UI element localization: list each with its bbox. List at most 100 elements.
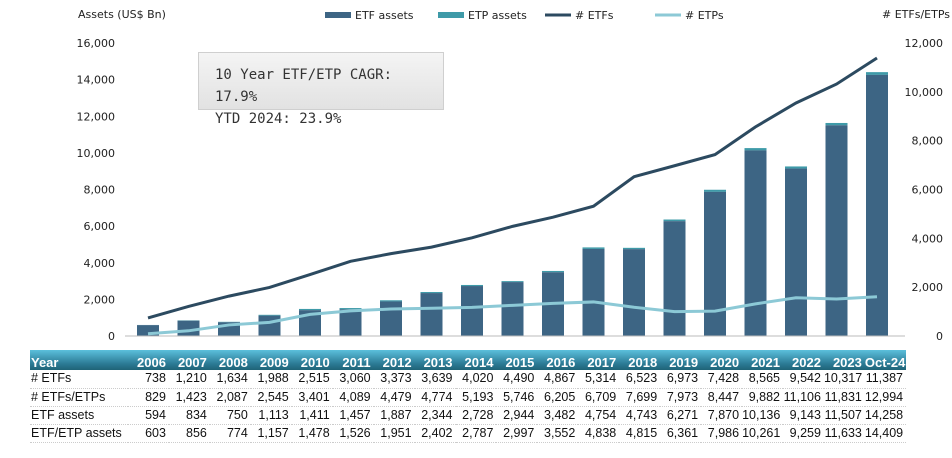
table-row: ETF assets 594 834 750 1,113 1,411 1,457 1,887 2… [30,406,906,425]
etp-assets-bar [380,300,402,302]
etp-assets-bar [542,270,564,273]
table-cell: 1,988 [250,370,292,389]
legend-label: ETP assets [468,9,527,22]
etp-assets-bar [461,284,483,287]
table-cell: 3,060 [332,370,374,389]
header-year-cell: 2008 [209,350,251,370]
num-etfs-line [147,56,878,320]
header-year-cell: 2012 [373,350,415,370]
table-cell: 738 [128,370,169,389]
left-tick-label: 14,000 [77,74,116,87]
table-cell: 14,409 [864,424,906,443]
header-year-cell: 2006 [128,350,169,370]
etf-assets-bar [704,191,726,336]
table-cell: 9,143 [783,406,824,425]
table-cell: 750 [209,406,251,425]
table-cell: 7,986 [701,424,743,443]
table-cell: 2,344 [414,406,456,425]
table-cell: 7,973 [660,388,702,407]
table-cell: 856 [168,424,210,443]
legend-label: # ETFs [575,9,614,22]
row-label: # ETFs/ETPs [30,388,128,407]
cagr-line: 10 Year ETF/ETP CAGR: 17.9% [215,67,393,105]
etf-assets-bar [137,325,159,336]
row-label: ETF assets [30,406,128,425]
header-year-cell: 2011 [332,350,374,370]
table-cell: 5,193 [455,388,497,407]
etp-assets-bar [785,166,807,169]
etp-assets-bar [623,247,645,250]
num-etps-line [147,295,878,336]
table-header-row: Year 2006 2007 2008 2009 2010 2011 2012 2013 2014… [30,350,906,370]
header-year-cell: 2016 [537,350,579,370]
etf-assets-bar [582,248,605,336]
table-cell: 5,314 [578,370,620,389]
table-row: ETF/ETP assets 603 856 774 1,157 1,478 1,526 1,… [30,424,906,443]
etp-assets-bar [582,247,605,249]
etf-assets-bar [866,74,888,336]
table-cell: 1,951 [373,424,415,443]
header-year-cell: 2010 [291,350,333,370]
etp-assets-bar [258,314,281,316]
etp-assets-bar [339,308,362,310]
etp-assets-bar [704,189,726,192]
etf-assets-bar [380,301,402,336]
ytd-line: YTD 2024: 23.9% [215,111,342,127]
etf-assets-bar [258,315,281,336]
table-cell: 1,887 [373,406,415,425]
header-year-cell: Oct-24 [864,350,906,370]
etf-assets-bar [663,221,686,336]
table-cell: 3,482 [537,406,579,425]
table-cell: 2,515 [291,370,333,389]
table-cell: 1,113 [250,406,292,425]
right-axis-label: # ETFs/ETPs [882,8,950,21]
table-cell: 11,387 [864,370,906,389]
table-cell: 594 [128,406,169,425]
header-year: Year [30,350,128,370]
table-row: # ETFs 738 1,210 1,634 1,988 2,515 3,060 3,373 3… [30,370,906,389]
table-cell: 11,106 [783,388,824,407]
table-cell: 8,447 [701,388,743,407]
table-cell: 4,743 [619,406,661,425]
table-cell: 10,317 [823,370,865,389]
header-year-cell: 2023 [823,350,865,370]
table-cell: 603 [128,424,169,443]
table-cell: 4,774 [414,388,456,407]
right-tick-label: 0 [936,330,943,343]
legend-swatch [325,12,351,18]
etp-assets-bar [501,281,524,283]
table-cell: 1,411 [291,406,333,425]
left-tick-label: 6,000 [84,220,116,233]
table-cell: 2,402 [414,424,456,443]
table-row: # ETFs/ETPs 829 1,423 2,087 2,545 3,401 4,089 4… [30,388,906,407]
header-year-cell: 2022 [783,350,824,370]
etp-assets-bar [866,72,888,75]
right-tick-label: 10,000 [905,86,944,99]
cagr-annotation: 10 Year ETF/ETP CAGR: 17.9% YTD 2024: 23… [198,52,444,127]
left-tick-label: 16,000 [77,37,116,50]
table-cell: 6,361 [660,424,702,443]
right-tick-label: 6,000 [912,184,944,197]
table-cell: 7,428 [701,370,743,389]
table-cell: 6,205 [537,388,579,407]
right-tick-label: 2,000 [912,281,944,294]
etp-assets-bar [299,308,321,311]
chart: Assets (US$ Bn) # ETFs/ETPs 0 2,000 4,000 6,0… [77,8,951,343]
etf-assets-bar [420,293,443,336]
table-cell: 11,633 [823,424,865,443]
header-year-cell: 2019 [660,350,702,370]
table-cell: 1,423 [168,388,210,407]
etf-assets-bar [825,125,848,336]
table-cell: 4,815 [619,424,661,443]
table-cell: 2,787 [455,424,497,443]
table-cell: 3,401 [291,388,333,407]
table-cell: 6,271 [660,406,702,425]
table-cell: 12,994 [864,388,906,407]
header-year-cell: 2021 [742,350,783,370]
table-cell: 2,087 [209,388,251,407]
legend-label: # ETPs [685,9,724,22]
header-year-cell: 2020 [701,350,743,370]
header-year-cell: 2017 [578,350,620,370]
table-cell: 10,136 [742,406,783,425]
table-cell: 3,639 [414,370,456,389]
